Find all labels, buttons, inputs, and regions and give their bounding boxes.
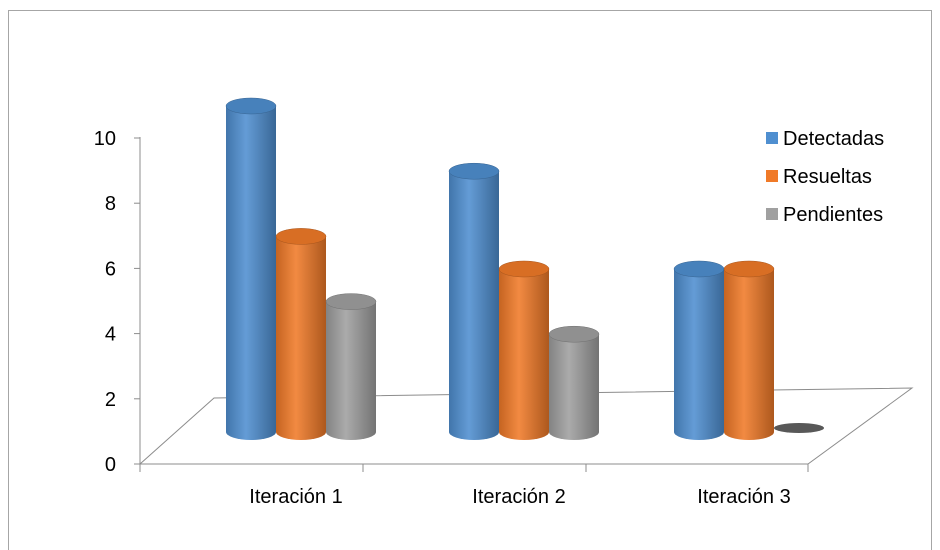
x-axis-categories: Iteración 1 Iteración 2 Iteración 3 [249, 486, 790, 508]
floor-plane [138, 387, 914, 465]
y-tick-label: 10 [94, 128, 116, 150]
bar-body [449, 171, 499, 440]
bar-resueltas-3 [723, 260, 775, 440]
legend-label: Resueltas [783, 166, 872, 188]
x-category-label: Iteración 3 [697, 486, 790, 508]
legend: Detectadas Resueltas Pendientes [766, 128, 884, 226]
bar-body [326, 301, 376, 440]
bar-body [724, 269, 774, 440]
bar-top [448, 162, 500, 180]
bar-top [225, 97, 277, 115]
bar-body [276, 236, 326, 440]
bar-top [498, 260, 550, 278]
bar-body [226, 106, 276, 440]
bar-body [674, 269, 724, 440]
legend-swatch [766, 170, 778, 182]
legend-label: Pendientes [783, 204, 883, 226]
bar-detectadas-2 [448, 162, 500, 440]
bars [225, 97, 824, 440]
y-tick-label: 2 [105, 389, 116, 411]
legend-item-resueltas: Resueltas [766, 166, 872, 188]
bar-pendientes-2 [548, 325, 600, 440]
bar-pendientes-3 [774, 423, 824, 433]
x-category-label: Iteración 2 [472, 486, 565, 508]
bar-body [549, 334, 599, 440]
axes [134, 137, 914, 472]
y-tick-label: 8 [105, 193, 116, 215]
bar-resueltas-1 [275, 228, 327, 440]
bar-top [723, 260, 775, 278]
y-axis-ticks: 0 2 4 6 8 10 [94, 128, 116, 476]
legend-item-pendientes: Pendientes [766, 204, 883, 226]
bar-resueltas-2 [498, 260, 550, 440]
y-tick-label: 4 [105, 324, 116, 346]
y-tick-label: 6 [105, 258, 116, 280]
bar-top [673, 260, 725, 278]
bar-top [774, 423, 824, 433]
x-category-label: Iteración 1 [249, 486, 342, 508]
bar-top [548, 325, 600, 343]
legend-swatch [766, 208, 778, 220]
bar-top [325, 293, 377, 310]
legend-label: Detectadas [783, 128, 884, 150]
y-tick-label: 0 [105, 454, 116, 476]
bar-detectadas-1 [225, 97, 277, 440]
bar-detectadas-3 [673, 260, 725, 440]
bar-body [499, 269, 549, 440]
legend-item-detectadas: Detectadas [766, 128, 884, 150]
bar-top [275, 228, 327, 245]
legend-swatch [766, 132, 778, 144]
bar-pendientes-1 [325, 293, 377, 440]
